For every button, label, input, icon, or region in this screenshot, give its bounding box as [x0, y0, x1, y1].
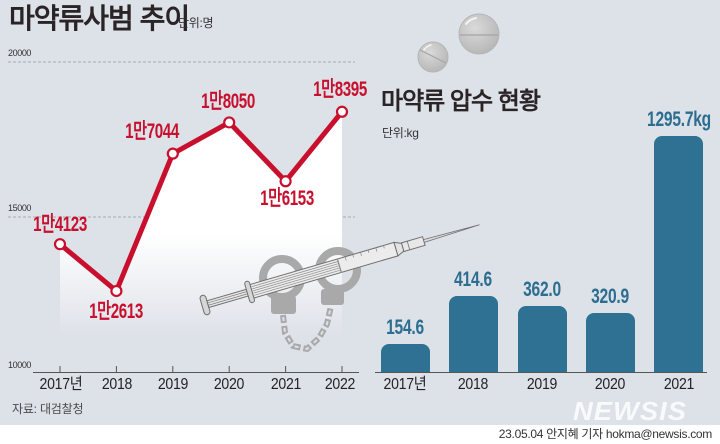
- line-x-label-2020: 2020: [213, 376, 245, 393]
- line-value-label-2018: 1만2613: [89, 300, 143, 323]
- line-x-label-2018: 2018: [101, 376, 133, 393]
- bar-x-label-2020: 2020: [594, 376, 626, 393]
- line-chart-unit: 단위:명: [178, 16, 214, 30]
- ytick-label-10000: 10000: [8, 360, 32, 370]
- byline-credit: 23.05.04 안지혜 기자 hokma@newsis.com: [498, 427, 713, 441]
- bar-chart-title: 마약류 압수 현황: [381, 88, 541, 115]
- data-point-2017: [53, 238, 67, 251]
- data-point-2021: [279, 175, 292, 188]
- bar-value-label-2020: 320.9: [591, 285, 629, 309]
- bar-2017: [381, 343, 430, 372]
- line-x-label-2017: 2017년: [39, 376, 83, 393]
- line-x-label-2019: 2019: [157, 376, 189, 393]
- bar-x-label-2018: 2018: [457, 376, 489, 393]
- bar-x-label-2019: 2019: [526, 376, 558, 393]
- bar-value-label-2021: 1295.7kg: [647, 107, 711, 131]
- line-chart-ticks: [59, 366, 343, 372]
- newsis-watermark-logo: NEWSIS: [573, 396, 688, 426]
- line-x-label-2022: 2022: [324, 376, 356, 393]
- bar-2021: [654, 135, 703, 372]
- pill-icon: [417, 13, 500, 73]
- bar-2018: [449, 296, 498, 372]
- line-value-label-2021: 1만6153: [260, 187, 314, 210]
- offenders-line: [57, 109, 345, 294]
- bar-value-label-2019: 362.0: [523, 277, 561, 301]
- footer-strip: [0, 425, 720, 444]
- line-area-fill: [60, 111, 342, 372]
- bar-value-label-2018: 414.6: [454, 268, 492, 292]
- data-point-2018: [110, 284, 123, 298]
- line-value-label-2019: 1만7044: [125, 120, 179, 143]
- bar-chart-unit: 단위:kg: [382, 126, 419, 140]
- source-note: 자료: 대검찰청: [12, 402, 84, 416]
- bar-2019: [518, 305, 567, 372]
- data-point-2019: [166, 147, 179, 160]
- data-point-2020: [223, 116, 236, 129]
- line-points: [53, 105, 349, 298]
- syringe-icon: [199, 224, 480, 316]
- ytick-label-15000: 15000: [8, 203, 32, 213]
- bar-x-label-2017: 2017년: [383, 376, 427, 393]
- ytick-label-20000: 20000: [8, 48, 32, 58]
- bar-value-label-2017: 154.6: [386, 315, 424, 339]
- line-value-label-2022: 1만8395: [313, 78, 367, 101]
- line-x-label-2021: 2021: [270, 376, 302, 393]
- data-point-2022: [335, 105, 349, 118]
- line-value-label-2020: 1만8050: [201, 90, 255, 113]
- line-value-label-2017: 1만4123: [33, 213, 87, 236]
- bar-x-label-2021: 2021: [663, 376, 695, 393]
- bar-2020: [586, 313, 635, 372]
- line-chart-title: 마약류사범 추이: [9, 3, 190, 34]
